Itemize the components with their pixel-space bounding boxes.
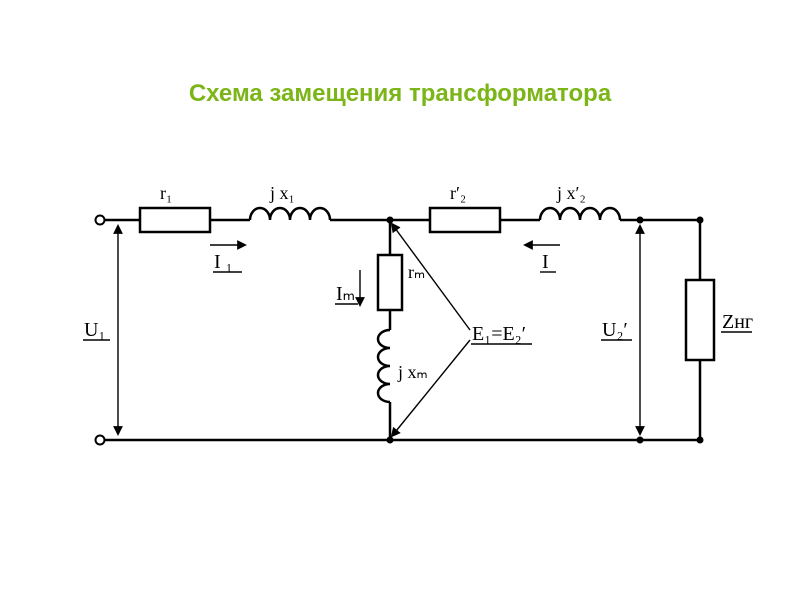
resistor-rm — [378, 255, 402, 310]
node-top-u2 — [637, 217, 644, 224]
label-jx2p: j x′₂ — [556, 183, 586, 203]
label-im: Iₘ — [336, 283, 355, 305]
label-r2p: r′₂ — [450, 183, 466, 203]
label-jx1: j x₁ — [269, 183, 295, 203]
label-rm: rₘ — [408, 262, 425, 282]
node-bot-right — [697, 437, 704, 444]
label-emf: E₁=E₂′ — [472, 323, 526, 345]
label-i2: I — [542, 251, 549, 273]
node-top-mid — [387, 217, 394, 224]
label-u1: U₁ — [84, 319, 105, 341]
title-text: Схема замещения трансформатора — [189, 80, 611, 107]
impedance-load — [686, 280, 714, 360]
label-r1: r₁ — [160, 183, 172, 203]
terminal-top-left — [96, 216, 105, 225]
emf-arrow-top — [392, 224, 470, 330]
resistor-r2p — [430, 208, 500, 232]
label-i1: I ₁ — [214, 251, 233, 273]
label-u2: U₂′ — [602, 319, 628, 341]
label-zload: Zнг — [722, 311, 753, 333]
node-bot-mid — [387, 437, 394, 444]
resistor-r1 — [140, 208, 210, 232]
inductor-jx1 — [250, 208, 330, 220]
inductor-jx2p — [540, 208, 620, 220]
node-top-right — [697, 217, 704, 224]
terminal-bot-left — [96, 436, 105, 445]
label-jxm: j xₘ — [397, 362, 428, 382]
emf-arrow-bot — [392, 340, 470, 436]
inductor-jxm — [378, 330, 390, 402]
page-title: Схема замещения трансформатора — [0, 0, 800, 108]
node-bot-u2 — [637, 437, 644, 444]
